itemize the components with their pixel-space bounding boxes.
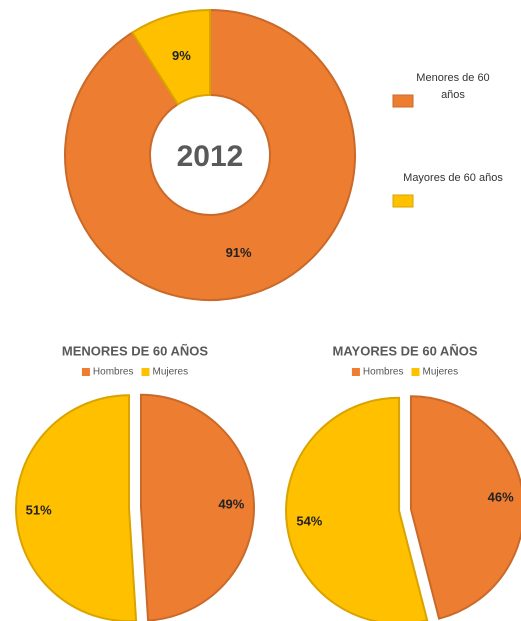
legend-swatch	[392, 94, 414, 108]
pie-slice	[285, 396, 429, 621]
legend-label: Hombres	[93, 367, 134, 378]
legend-label: Hombres	[363, 367, 404, 378]
donut-slice	[130, 8, 211, 106]
pie-slice	[139, 393, 255, 621]
value-label: 51%	[26, 502, 52, 517]
legend-label: Mujeres	[423, 367, 459, 378]
value-label: 46%	[488, 489, 514, 504]
legend-swatch	[392, 194, 414, 208]
legend-swatch	[351, 368, 360, 376]
value-label: 54%	[296, 514, 322, 529]
chart-title: MENORES DE 60 AÑOS	[62, 343, 208, 358]
chart-title: MAYORES DE 60 AÑOS	[333, 343, 478, 358]
pie-slice	[409, 395, 521, 620]
donut-slice	[64, 8, 356, 301]
legend-label: Mujeres	[153, 367, 189, 378]
value-label: 91%	[226, 245, 252, 260]
legend-swatch	[411, 368, 420, 376]
legend-swatch	[81, 368, 90, 376]
legend-swatch	[141, 368, 150, 376]
pie-slice	[15, 394, 138, 621]
value-label: 49%	[218, 496, 244, 511]
center-label: 2012	[177, 140, 244, 173]
value-label: 9%	[172, 48, 191, 63]
legend-label: Mayores de 60 años	[403, 172, 503, 184]
legend-label: Menores de 60 años	[416, 72, 490, 101]
